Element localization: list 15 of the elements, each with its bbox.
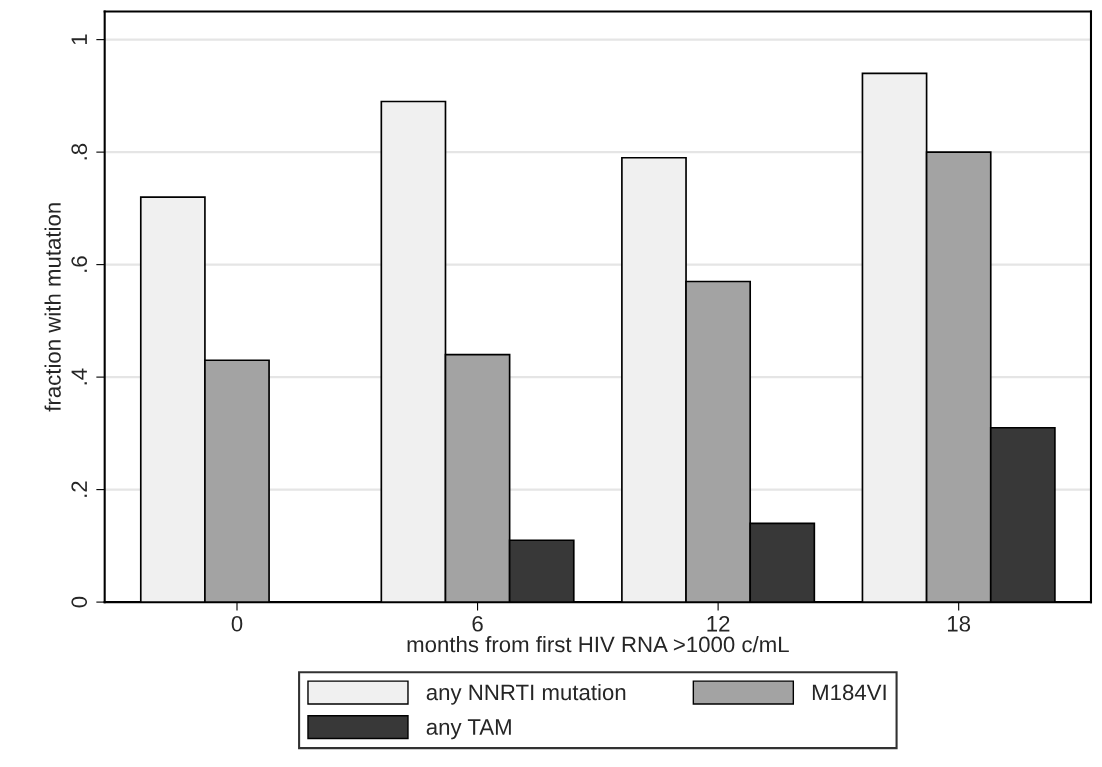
- legend-label: any NNRTI mutation: [426, 683, 626, 705]
- y-tick-label: .4: [71, 368, 87, 385]
- y-tick-label: 1: [71, 34, 87, 45]
- x-axis-title: months from first HIV RNA >1000 c/mL: [407, 636, 789, 653]
- y-tick-label: 0: [71, 596, 88, 608]
- x-tick-label: 12: [707, 615, 730, 632]
- legend-label: M184VI: [812, 684, 886, 701]
- y-tick-label: .6: [71, 256, 88, 272]
- y-axis-title: fraction with mutation: [44, 203, 61, 412]
- x-tick-label: 0: [231, 615, 243, 632]
- y-tick-label: .2: [71, 481, 87, 497]
- x-tick-label: 6: [472, 615, 483, 632]
- x-tick-label: 18: [948, 615, 971, 632]
- y-tick-label: .8: [71, 143, 88, 160]
- legend-label: any TAM: [426, 719, 511, 740]
